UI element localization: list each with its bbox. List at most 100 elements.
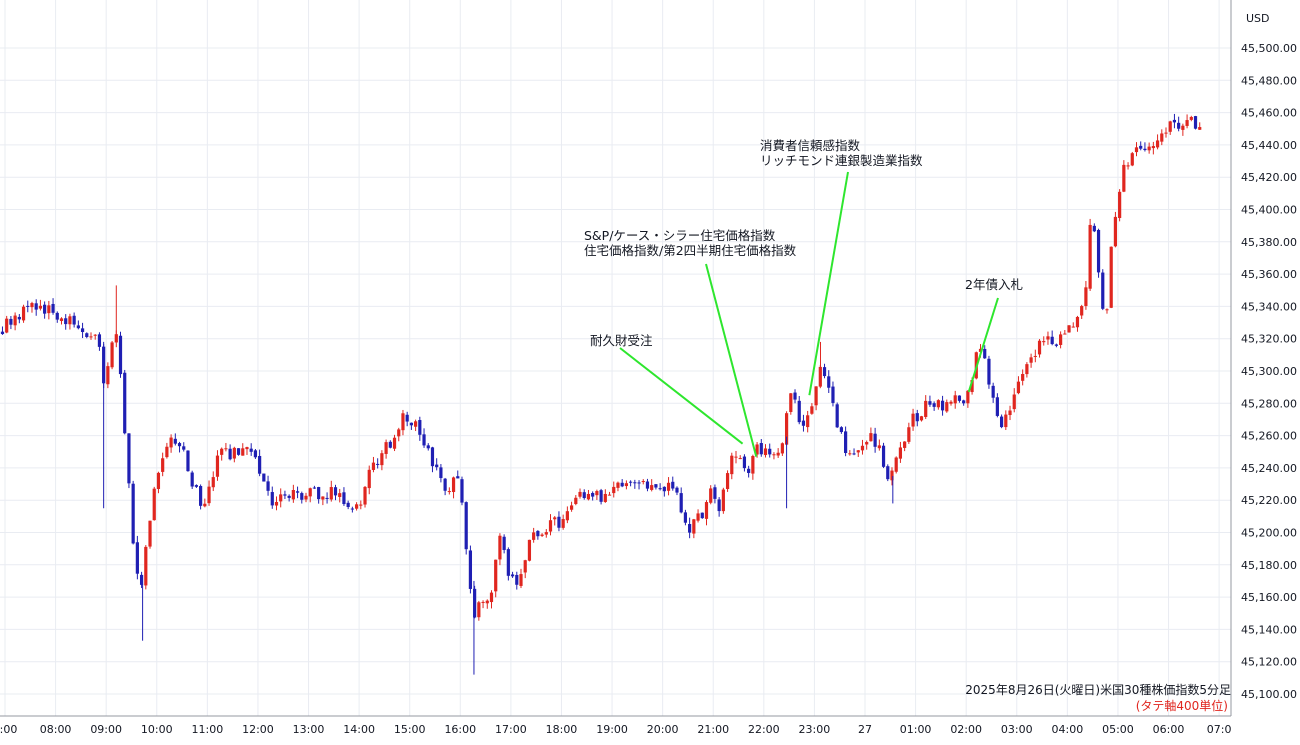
candle-body bbox=[1080, 306, 1084, 316]
candle-body bbox=[742, 456, 747, 469]
candle-body bbox=[1164, 132, 1168, 134]
candle-body bbox=[553, 517, 557, 520]
y-tick-label: 45,280.00 bbox=[1241, 397, 1297, 410]
candle-body bbox=[1105, 309, 1109, 311]
candle-body bbox=[38, 305, 43, 309]
candle-body bbox=[1168, 121, 1172, 132]
candle-body bbox=[1029, 357, 1033, 363]
candle-body bbox=[295, 491, 300, 493]
candle-body bbox=[409, 422, 413, 426]
candle-body bbox=[414, 421, 418, 427]
candle-body bbox=[64, 318, 68, 325]
candle-body bbox=[249, 448, 253, 452]
candle-body bbox=[186, 450, 190, 472]
candle-body bbox=[688, 524, 692, 533]
x-tick-label: 08:00 bbox=[40, 723, 72, 736]
candle-body bbox=[1181, 125, 1185, 130]
candle-body bbox=[266, 481, 270, 491]
candle-body bbox=[363, 486, 367, 505]
candle-body bbox=[9, 318, 13, 325]
candle-body bbox=[80, 328, 85, 333]
x-tick-label: 13:00 bbox=[293, 723, 325, 736]
candle-body bbox=[1008, 410, 1012, 416]
candle-body bbox=[595, 491, 599, 496]
candle-body bbox=[978, 348, 983, 352]
candle-body bbox=[5, 318, 9, 333]
candle-body bbox=[1021, 374, 1025, 381]
candle-body bbox=[721, 489, 725, 512]
chart-caption-sub: (タテ軸400単位) bbox=[1136, 698, 1228, 713]
x-tick-label: 10:00 bbox=[141, 723, 173, 736]
candle-body bbox=[350, 508, 354, 510]
candle-body bbox=[717, 499, 721, 512]
candle-body bbox=[506, 549, 510, 576]
candle-body bbox=[30, 303, 34, 308]
candle-body bbox=[43, 304, 47, 314]
candle-body bbox=[995, 397, 999, 416]
y-tick-label: 45,380.00 bbox=[1241, 236, 1297, 249]
candle-body bbox=[957, 395, 962, 401]
candle-body bbox=[270, 492, 274, 506]
x-tick-label: 17:00 bbox=[495, 723, 527, 736]
candle-body bbox=[13, 315, 17, 326]
candle-body bbox=[578, 491, 582, 497]
candle-body bbox=[384, 442, 388, 454]
candle-body bbox=[683, 512, 688, 523]
candle-body bbox=[464, 502, 468, 550]
candle-body bbox=[1193, 116, 1198, 129]
candle-body bbox=[456, 476, 460, 479]
x-tick-label: 07:0 bbox=[1207, 723, 1232, 736]
candle-body bbox=[540, 534, 544, 536]
x-tick-label: 06:00 bbox=[1153, 723, 1185, 736]
candle-body bbox=[544, 532, 548, 535]
candle-body bbox=[797, 400, 801, 423]
y-tick-label: 45,100.00 bbox=[1241, 688, 1297, 701]
candle-body bbox=[561, 519, 565, 528]
candle-body bbox=[903, 441, 907, 448]
candle-body bbox=[1012, 394, 1016, 410]
candle-body bbox=[928, 401, 932, 405]
candle-body bbox=[730, 455, 734, 475]
y-tick-label: 45,140.00 bbox=[1241, 623, 1297, 636]
candle-body bbox=[1016, 381, 1021, 394]
candle-body bbox=[68, 316, 72, 325]
candle-body bbox=[641, 481, 645, 483]
candle-body bbox=[177, 443, 182, 447]
candle-body bbox=[1033, 355, 1037, 357]
candle-body bbox=[199, 486, 203, 506]
candle-body bbox=[405, 414, 409, 422]
candle-body bbox=[776, 452, 780, 456]
candle-body bbox=[241, 448, 245, 456]
candle-body bbox=[907, 427, 911, 442]
x-tick-label: 22:00 bbox=[748, 723, 780, 736]
candle-body bbox=[367, 469, 371, 489]
candle-body bbox=[607, 494, 612, 496]
candle-body bbox=[1071, 326, 1075, 328]
candle-body bbox=[856, 450, 860, 453]
candle-body bbox=[430, 447, 435, 467]
candle-body bbox=[418, 420, 422, 435]
candle-body bbox=[173, 438, 177, 444]
candle-body bbox=[738, 458, 742, 460]
candle-body bbox=[852, 453, 856, 455]
candle-body bbox=[392, 437, 397, 449]
candle-body bbox=[1143, 148, 1147, 151]
candle-body bbox=[768, 448, 772, 455]
x-tick-label: 7:00 bbox=[0, 723, 17, 736]
candle-body bbox=[55, 312, 59, 320]
candle-body bbox=[523, 560, 527, 573]
candle-body bbox=[810, 406, 814, 414]
candle-body bbox=[1084, 287, 1088, 307]
candle-body bbox=[1092, 225, 1096, 232]
annotation-label: 2年債入札 bbox=[965, 277, 1023, 292]
y-tick-label: 45,200.00 bbox=[1241, 527, 1297, 540]
candle-body bbox=[734, 456, 738, 458]
candle-body bbox=[144, 546, 148, 586]
candle-body bbox=[1151, 146, 1155, 149]
candle-body bbox=[152, 488, 156, 521]
y-tick-label: 45,360.00 bbox=[1241, 268, 1297, 281]
candle-body bbox=[287, 495, 291, 498]
candle-body bbox=[346, 502, 350, 507]
candle-body bbox=[658, 488, 662, 490]
